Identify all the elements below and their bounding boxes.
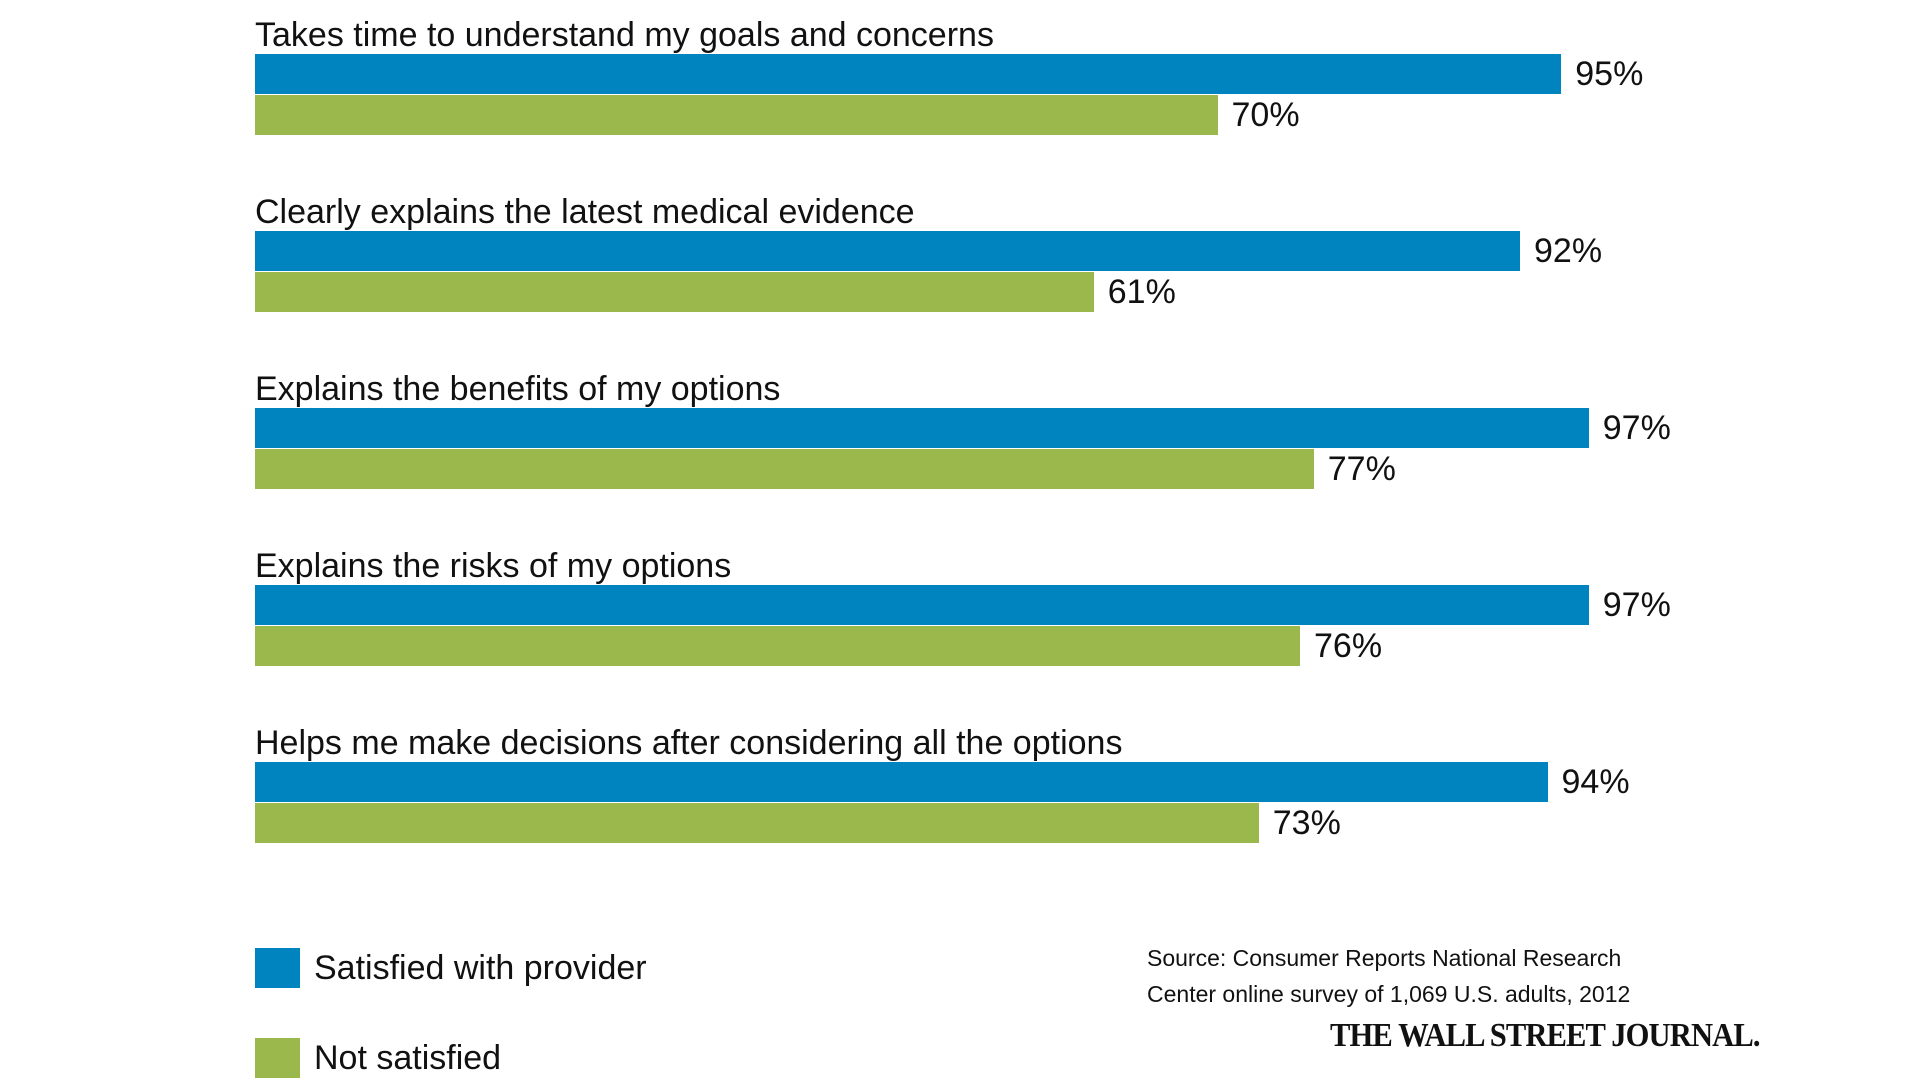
source-note: Source: Consumer Reports National Resear… xyxy=(1147,940,1630,1012)
bar-not-satisfied xyxy=(255,272,1094,312)
bar-satisfied xyxy=(255,408,1589,448)
legend-label: Satisfied with provider xyxy=(314,949,647,987)
bar-value-label: 97% xyxy=(1602,409,1671,447)
bar-not-satisfied xyxy=(255,449,1314,489)
category-label: Helps me make decisions after considerin… xyxy=(255,724,1123,762)
bar-not-satisfied xyxy=(255,95,1218,135)
category-label: Clearly explains the latest medical evid… xyxy=(255,193,915,231)
source-line-2: Center online survey of 1,069 U.S. adult… xyxy=(1147,981,1631,1007)
legend-label: Not satisfied xyxy=(314,1039,502,1077)
bar-satisfied xyxy=(255,585,1589,625)
category-label: Explains the benefits of my options xyxy=(255,370,781,408)
bar-value-label: 95% xyxy=(1575,55,1644,93)
category-label: Explains the risks of my options xyxy=(255,547,732,585)
source-line-1: Source: Consumer Reports National Resear… xyxy=(1147,945,1622,971)
bar-value-label: 61% xyxy=(1107,273,1176,311)
bar-not-satisfied xyxy=(255,626,1300,666)
legend-swatch xyxy=(255,948,300,988)
bar-value-label: 77% xyxy=(1327,450,1396,488)
legend-swatch xyxy=(255,1038,300,1078)
bar-value-label: 76% xyxy=(1314,627,1383,665)
bar-satisfied xyxy=(255,231,1520,271)
bar-not-satisfied xyxy=(255,803,1259,843)
bar-value-label: 70% xyxy=(1231,96,1300,134)
bar-value-label: 94% xyxy=(1561,763,1630,801)
bar-satisfied xyxy=(255,762,1548,802)
bar-value-label: 73% xyxy=(1272,804,1341,842)
bar-value-label: 97% xyxy=(1602,586,1671,624)
bar-satisfied xyxy=(255,54,1562,94)
wsj-logo: THE WALL STREET JOURNAL. xyxy=(1330,1017,1761,1054)
bar-value-label: 92% xyxy=(1534,232,1603,270)
category-label: Takes time to understand my goals and co… xyxy=(255,16,994,54)
